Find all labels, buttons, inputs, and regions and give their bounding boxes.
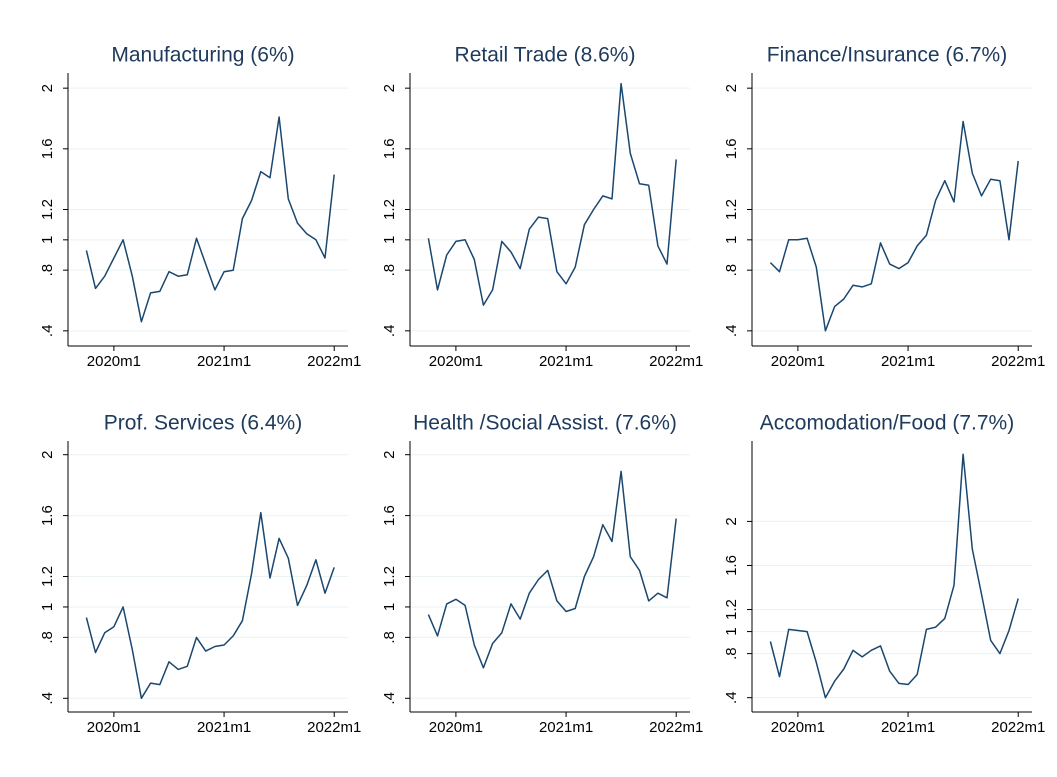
y-tick-label: .8 xyxy=(39,631,56,644)
y-tick-label: 1.2 xyxy=(381,566,398,587)
x-tick-label: 2022m1 xyxy=(991,353,1045,370)
y-tick-label: 1.6 xyxy=(39,138,56,159)
panel-title: Health /Social Assist. (7.6%) xyxy=(413,412,677,435)
y-tick-label: 1.2 xyxy=(723,199,740,220)
x-tick-label: 2020m1 xyxy=(771,719,825,736)
x-tick-label: 2021m1 xyxy=(197,353,251,370)
y-tick-label: .4 xyxy=(39,325,56,338)
x-tick-label: 2022m1 xyxy=(307,353,361,370)
y-tick-label: 2 xyxy=(381,451,398,459)
y-tick-label: 1 xyxy=(723,236,740,244)
y-tick-label: .8 xyxy=(39,264,56,277)
y-tick-label: 1.6 xyxy=(723,138,740,159)
y-tick-label: .8 xyxy=(381,631,398,644)
data-line xyxy=(769,120,1019,332)
y-tick-label: 1.2 xyxy=(723,599,740,620)
y-tick-label: .4 xyxy=(381,692,398,705)
y-tick-label: 2 xyxy=(39,451,56,459)
x-tick-label: 2020m1 xyxy=(429,353,483,370)
y-tick-label: 1 xyxy=(381,236,398,244)
data-line xyxy=(427,470,677,669)
y-tick-label: 1.6 xyxy=(381,505,398,526)
y-tick-label: .8 xyxy=(723,647,740,660)
y-tick-label: 2 xyxy=(381,84,398,92)
x-tick-label: 2021m1 xyxy=(881,353,935,370)
y-tick-label: 1 xyxy=(723,627,740,635)
panel-title: Prof. Services (6.4%) xyxy=(104,412,302,435)
data-line xyxy=(769,453,1019,699)
x-tick-label: 2020m1 xyxy=(771,353,825,370)
x-tick-label: 2021m1 xyxy=(881,719,935,736)
y-tick-label: 1.2 xyxy=(39,199,56,220)
y-tick-label: 2 xyxy=(723,84,740,92)
data-line xyxy=(85,511,335,700)
x-tick-label: 2020m1 xyxy=(87,353,141,370)
y-tick-label: 1 xyxy=(39,603,56,611)
panel-title: Retail Trade (8.6%) xyxy=(455,44,636,67)
x-tick-label: 2020m1 xyxy=(87,719,141,736)
y-tick-label: 1.2 xyxy=(381,199,398,220)
y-tick-label: 1 xyxy=(381,603,398,611)
y-tick-label: 2 xyxy=(39,84,56,92)
y-tick-label: .4 xyxy=(39,692,56,705)
y-tick-label: .4 xyxy=(723,691,740,704)
y-tick-label: 1.2 xyxy=(39,566,56,587)
x-tick-label: 2021m1 xyxy=(539,353,593,370)
y-tick-label: 1 xyxy=(39,236,56,244)
y-tick-label: 1.6 xyxy=(39,505,56,526)
x-tick-label: 2021m1 xyxy=(197,719,251,736)
y-tick-label: .4 xyxy=(381,325,398,338)
panel-title: Accomodation/Food (7.7%) xyxy=(760,412,1014,435)
y-tick-label: .8 xyxy=(381,264,398,277)
panel-title: Manufacturing (6%) xyxy=(111,44,294,67)
panel-title: Finance/Insurance (6.7%) xyxy=(767,44,1007,67)
y-tick-label: 1.6 xyxy=(723,555,740,576)
data-line xyxy=(85,116,335,323)
x-tick-label: 2020m1 xyxy=(429,719,483,736)
y-tick-label: .4 xyxy=(723,325,740,338)
x-tick-label: 2021m1 xyxy=(539,719,593,736)
x-tick-label: 2022m1 xyxy=(991,719,1045,736)
x-tick-label: 2022m1 xyxy=(649,353,703,370)
y-tick-label: .8 xyxy=(723,264,740,277)
y-tick-label: 2 xyxy=(723,517,740,525)
data-line xyxy=(427,82,677,306)
x-tick-label: 2022m1 xyxy=(307,719,361,736)
y-tick-label: 1.6 xyxy=(381,138,398,159)
x-tick-label: 2022m1 xyxy=(649,719,703,736)
